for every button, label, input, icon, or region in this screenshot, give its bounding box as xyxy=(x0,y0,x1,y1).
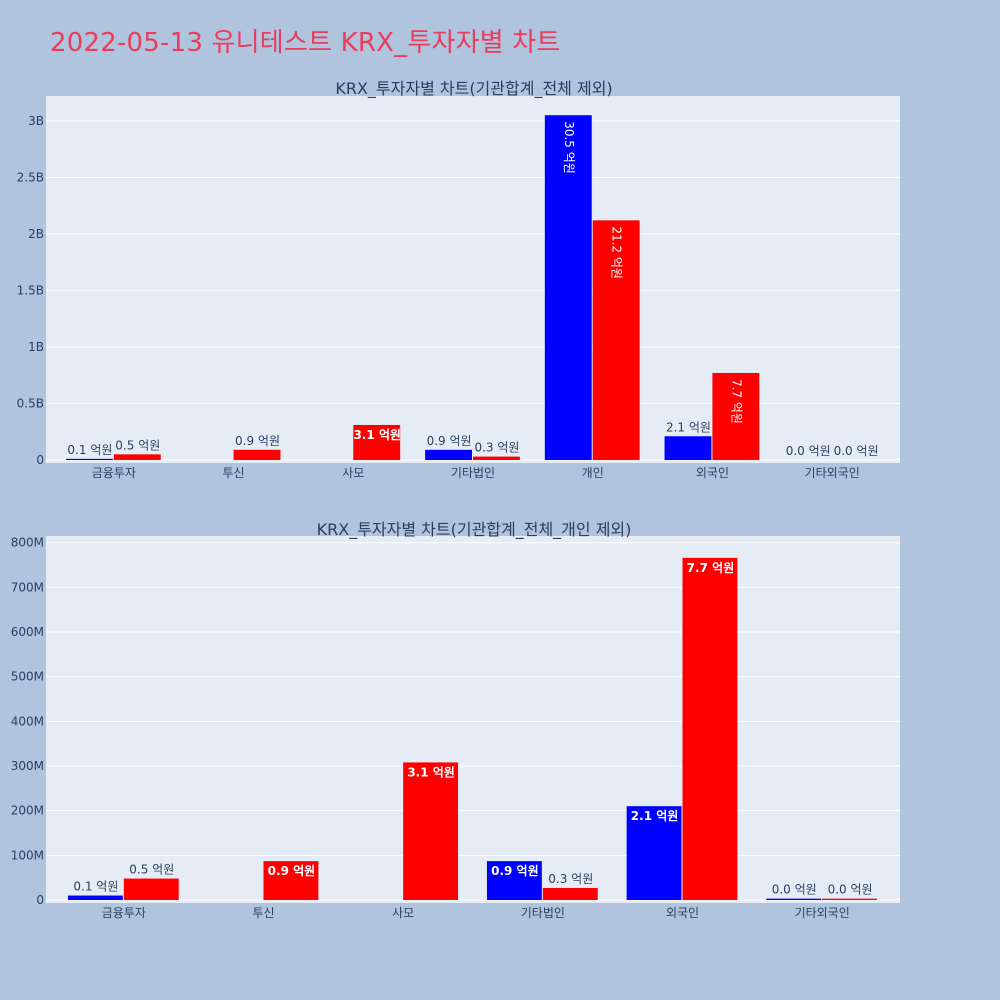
bar xyxy=(65,458,113,460)
bar-value-label: 21.2 억원 xyxy=(610,226,624,279)
bar-value-label: 0.9 억원 xyxy=(427,434,472,448)
x-tick-label: 기타외국인 xyxy=(805,466,860,480)
y-tick-label: 800M xyxy=(11,536,44,550)
x-tick-label: 기타외국인 xyxy=(795,906,850,920)
bar xyxy=(233,449,281,460)
bar xyxy=(263,861,319,900)
y-tick-label: 0.5B xyxy=(17,396,44,410)
bar-value-label: 0.3 억원 xyxy=(474,441,519,455)
x-tick-label: 기타법인 xyxy=(451,466,495,480)
bar-value-label: 0.0 억원 xyxy=(772,883,817,897)
x-tick-label: 투신 xyxy=(223,466,245,480)
bar xyxy=(123,878,179,900)
y-tick-label: 300M xyxy=(11,759,44,773)
y-tick-label: 100M xyxy=(11,848,44,862)
bar xyxy=(682,557,738,900)
bar-value-label: 0.1 억원 xyxy=(73,880,118,894)
bar xyxy=(592,220,640,460)
bar-value-label: 0.0 억원 xyxy=(834,444,879,458)
bar-value-label: 0.5 억원 xyxy=(129,863,174,877)
x-tick-label: 금융투자 xyxy=(92,466,136,480)
bar xyxy=(425,449,472,460)
bar xyxy=(822,898,878,900)
bar-value-label: 2.1 억원 xyxy=(631,809,679,823)
chart-title: KRX_투자자별 차트(기관합계_전체_개인 제외) xyxy=(317,520,632,540)
x-tick-label: 금융투자 xyxy=(102,906,146,920)
y-tick-label: 0 xyxy=(36,453,44,467)
bar-value-label: 0.9 억원 xyxy=(268,864,316,878)
chart-2: 0 100M 200M 300M 400M 500M 600M 700M 800M KRX_투자자… xyxy=(11,520,900,920)
y-tick-label: 600M xyxy=(11,625,44,639)
y-tick-label: 2.5B xyxy=(17,170,44,184)
y-tick-label: 200M xyxy=(11,804,44,818)
x-tick-label: 사모 xyxy=(392,906,414,920)
bar-value-label: 7.7 억원 xyxy=(729,379,743,424)
bar-value-label: 3.1 억원 xyxy=(407,765,455,779)
bar xyxy=(542,887,598,900)
bar-value-label: 0.3 억원 xyxy=(548,872,593,886)
bar xyxy=(664,436,712,460)
bar xyxy=(544,115,592,460)
y-tick-label: 0 xyxy=(36,893,44,907)
page-title: 2022-05-13 유니테스트 KRX_투자자별 차트 xyxy=(50,28,561,58)
chart-1: 0 0.5B 1B 1.5B 2B 2.5B 3B KRX_투자자별 차트(기관합계_전체 제… xyxy=(17,79,900,480)
y-tick-label: 2B xyxy=(28,227,44,241)
bar-value-label: 0.9 억원 xyxy=(491,864,539,878)
bar-value-label: 30.5 억원 xyxy=(562,121,576,174)
bar-value-label: 0.0 억원 xyxy=(828,883,873,897)
y-tick-label: 500M xyxy=(11,670,44,684)
bar xyxy=(113,454,161,460)
x-tick-label: 외국인 xyxy=(666,906,699,920)
x-tick-label: 사모 xyxy=(342,466,364,480)
y-tick-label: 400M xyxy=(11,714,44,728)
bar-value-label: 0.5 억원 xyxy=(115,438,160,452)
x-tick-label: 기타법인 xyxy=(521,906,565,920)
plot-area xyxy=(46,96,900,463)
bar xyxy=(486,861,542,900)
bar xyxy=(473,456,520,460)
x-tick-label: 개인 xyxy=(582,466,604,480)
bar xyxy=(67,895,123,900)
bar-value-label: 7.7 억원 xyxy=(687,561,735,575)
bar-value-label: 0.9 억원 xyxy=(235,434,280,448)
bar xyxy=(712,372,760,460)
y-tick-label: 1B xyxy=(28,340,44,354)
y-tick-label: 3B xyxy=(28,114,44,128)
y-tick-label: 700M xyxy=(11,580,44,594)
y-tick-label: 1.5B xyxy=(17,283,44,297)
bar xyxy=(403,762,459,900)
x-tick-label: 투신 xyxy=(252,906,274,920)
chart-title: KRX_투자자별 차트(기관합계_전체 제외) xyxy=(335,79,612,99)
bar-value-label: 0.0 억원 xyxy=(786,444,831,458)
bar-value-label: 3.1 억원 xyxy=(353,428,401,442)
bar xyxy=(626,806,682,900)
bar-value-label: 0.1 억원 xyxy=(67,443,112,457)
bar xyxy=(353,424,401,460)
plot-area xyxy=(46,536,900,903)
x-tick-label: 외국인 xyxy=(696,466,729,480)
bar-value-label: 2.1 억원 xyxy=(666,420,711,434)
bar xyxy=(766,898,822,900)
